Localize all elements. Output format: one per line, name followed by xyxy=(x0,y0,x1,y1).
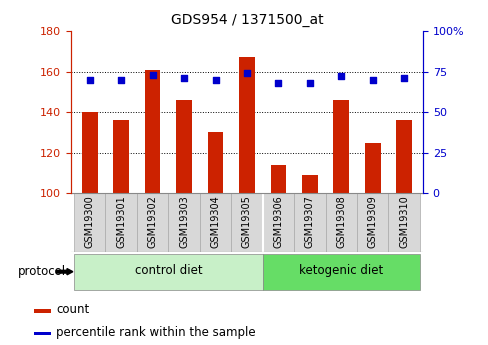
Bar xyxy=(144,70,160,193)
Bar xyxy=(137,193,168,252)
Point xyxy=(337,74,345,79)
Title: GDS954 / 1371500_at: GDS954 / 1371500_at xyxy=(170,13,323,27)
Bar xyxy=(262,254,419,289)
Bar xyxy=(387,193,419,252)
Bar xyxy=(293,193,325,252)
Bar xyxy=(200,193,231,252)
Bar xyxy=(105,193,137,252)
Bar xyxy=(395,120,411,193)
Point xyxy=(368,77,376,82)
Bar xyxy=(302,175,317,193)
Bar xyxy=(270,165,285,193)
Bar xyxy=(231,193,262,252)
Bar xyxy=(333,100,348,193)
Text: control diet: control diet xyxy=(134,264,202,277)
Point xyxy=(86,77,94,82)
Point xyxy=(305,80,313,86)
Bar xyxy=(325,193,356,252)
Text: GSM19305: GSM19305 xyxy=(242,195,251,248)
Point xyxy=(180,75,187,81)
Bar xyxy=(81,112,98,193)
Bar xyxy=(113,120,129,193)
Text: protocol: protocol xyxy=(18,265,66,278)
Point xyxy=(243,70,250,76)
Bar xyxy=(207,132,223,193)
Bar xyxy=(176,100,192,193)
Point xyxy=(117,77,125,82)
Bar xyxy=(34,309,51,313)
Bar xyxy=(356,193,387,252)
Text: GSM19309: GSM19309 xyxy=(367,195,377,248)
Text: GSM19301: GSM19301 xyxy=(116,195,126,248)
Text: ketogenic diet: ketogenic diet xyxy=(299,264,383,277)
Point xyxy=(274,80,282,86)
Bar xyxy=(34,332,51,335)
Text: GSM19303: GSM19303 xyxy=(179,195,189,248)
Point xyxy=(399,75,407,81)
Text: GSM19300: GSM19300 xyxy=(84,195,95,248)
Text: GSM19307: GSM19307 xyxy=(304,195,314,248)
Point xyxy=(148,72,156,78)
Bar xyxy=(239,57,254,193)
Text: GSM19302: GSM19302 xyxy=(147,195,157,248)
Text: count: count xyxy=(56,303,89,316)
Point xyxy=(211,77,219,82)
Bar xyxy=(364,142,380,193)
Text: GSM19306: GSM19306 xyxy=(273,195,283,248)
Bar xyxy=(168,193,200,252)
Text: GSM19304: GSM19304 xyxy=(210,195,220,248)
Text: GSM19308: GSM19308 xyxy=(336,195,346,248)
Bar xyxy=(74,254,262,289)
Bar xyxy=(262,193,293,252)
Text: percentile rank within the sample: percentile rank within the sample xyxy=(56,326,255,339)
Text: GSM19310: GSM19310 xyxy=(398,195,408,248)
Bar xyxy=(74,193,105,252)
